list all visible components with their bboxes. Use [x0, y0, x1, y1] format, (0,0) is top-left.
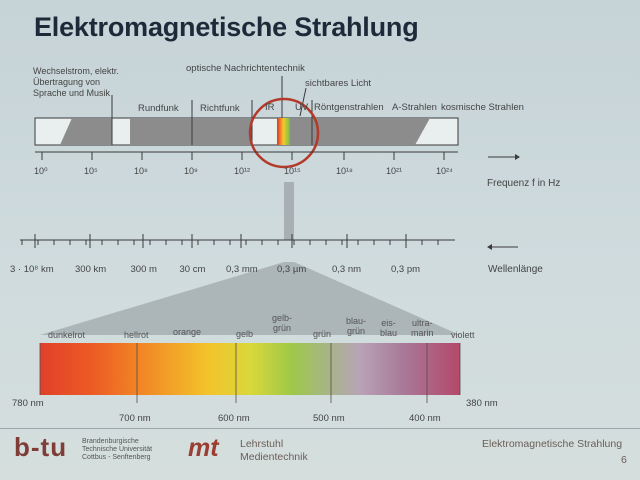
wavelength-tick-label: 0,3 nm: [332, 264, 362, 275]
footer-title: Elektromagnetische Strahlung: [482, 438, 623, 450]
nm-left-label: 780 nm: [12, 398, 44, 409]
wavelength-tick-label: 3 · 10⁸ km: [10, 264, 54, 275]
wechselstrom-label: Wechselstrom, elektr. Übertragung von Sp…: [33, 66, 119, 98]
frequency-tick-label: 10¹⁸: [336, 166, 353, 176]
color-label: ultra- marin: [411, 318, 434, 338]
slide-title: Elektromagnetische Strahlung: [34, 12, 419, 42]
frequency-tick-label: 10¹²: [234, 166, 251, 176]
color-label: gelb: [236, 329, 254, 339]
ir-label: IR: [265, 102, 275, 113]
footer-rule: [0, 428, 640, 429]
nm-tick-label: 600 nm: [218, 413, 250, 424]
frequency-tick-label: 10¹⁵: [284, 166, 301, 176]
color-label: dunkelrot: [48, 330, 86, 340]
lehrstuhl-text: Lehrstuhl Medientechnik: [240, 438, 308, 463]
wavelength-tick-label: 0,3 pm: [391, 264, 421, 275]
btu-text: Brandenburgische Technische Universität …: [82, 438, 153, 461]
page-number: 6: [621, 454, 627, 466]
frequency-axis-label: Frequenz f in Hz: [487, 178, 561, 189]
color-label: hellrot: [124, 330, 149, 340]
color-label: grün: [313, 329, 332, 339]
kosmische-label: kosmische Strahlen: [441, 102, 524, 113]
nm-right-label: 380 nm: [466, 398, 498, 409]
frequency-tick-label: 10⁰: [34, 166, 48, 176]
roentgen-label: Röntgenstrahlen: [314, 102, 384, 113]
wavelength-tick-label: 0,3 mm: [226, 264, 258, 275]
wavelength-tick-label: 300 m: [130, 264, 157, 275]
wavelength-tick-label: 30 cm: [179, 264, 206, 275]
btu-logo: b-tu: [14, 432, 68, 462]
uv-label: UV: [295, 102, 309, 113]
wavelength-tick-label: 300 km: [75, 264, 107, 275]
color-label: orange: [173, 327, 202, 337]
color-label: violett: [451, 330, 475, 340]
frequency-tick-label: 10⁸: [134, 166, 148, 176]
mt-logo: mt: [188, 434, 219, 462]
nm-tick-label: 400 nm: [409, 413, 441, 424]
color-label: eis- blau: [380, 318, 398, 338]
sichtbares-label: sichtbares Licht: [305, 78, 372, 89]
wavelength-tick-label: 0,3 µm: [277, 264, 307, 275]
frequency-tick-label: 10⁵: [84, 166, 98, 176]
gamma-label: A-Strahlen: [392, 102, 437, 113]
frequency-tick-label: 10⁹: [184, 166, 198, 176]
frequency-tick-label: 10²¹: [386, 166, 403, 176]
optische-label: optische Nachrichtentechnik: [186, 63, 305, 74]
richtfunk-label: Richtfunk: [200, 103, 240, 114]
nm-tick-label: 700 nm: [119, 413, 151, 424]
nm-tick-label: 500 nm: [313, 413, 345, 424]
wavelength-axis-label: Wellenlänge: [488, 264, 543, 275]
color-label: gelb- grün: [272, 313, 293, 333]
frequency-tick-label: 10²⁴: [436, 166, 453, 176]
color-label: blau- grün: [346, 316, 367, 336]
rundfunk-label: Rundfunk: [138, 103, 179, 114]
